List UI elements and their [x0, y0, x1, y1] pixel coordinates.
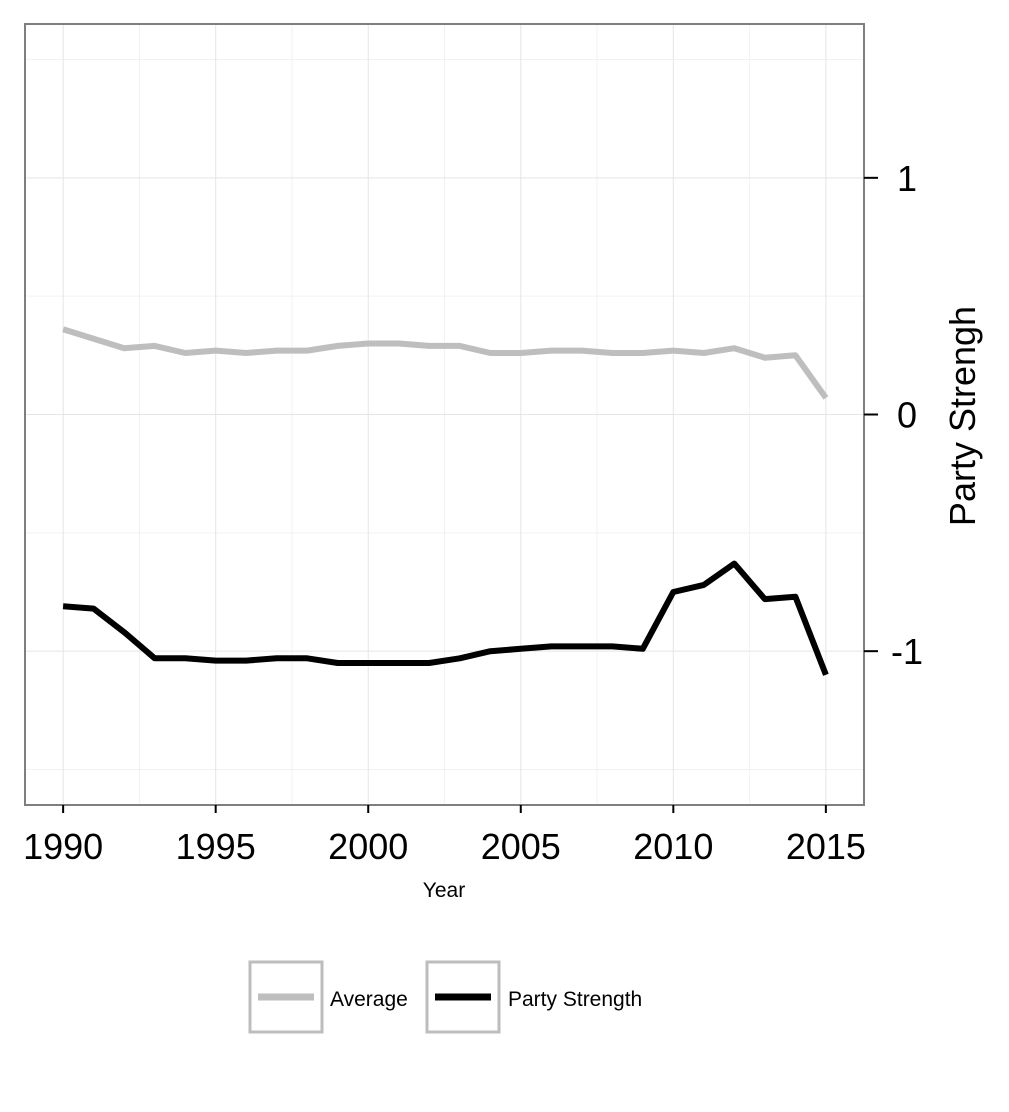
series-line-average [62, 326, 829, 400]
x-tick-label: 2010 [633, 826, 713, 867]
y-axis: -1 0 1 [864, 158, 923, 672]
legend-label-party-strength: Party Strength [508, 988, 642, 1011]
y-tick-label: 0 [897, 395, 917, 436]
x-tick-label: 2000 [328, 826, 408, 867]
x-tick-label: 1995 [176, 826, 256, 867]
x-axis-title: Year [423, 879, 465, 902]
x-tick-label: 2005 [481, 826, 561, 867]
legend: Average Party Strength [248, 960, 642, 1034]
legend-label-average: Average [330, 988, 408, 1011]
y-tick-label: 1 [897, 158, 917, 199]
y-tick-label: -1 [891, 631, 923, 672]
series-line-party-strength [62, 560, 829, 676]
grid [25, 24, 864, 805]
x-tick-label: 1990 [23, 826, 103, 867]
x-tick-label: 2015 [786, 826, 866, 867]
y-axis-title: Party Strengh [942, 306, 983, 526]
x-axis: 1990 1995 2000 2005 2010 2015 [23, 805, 866, 867]
series-layer [62, 326, 829, 676]
